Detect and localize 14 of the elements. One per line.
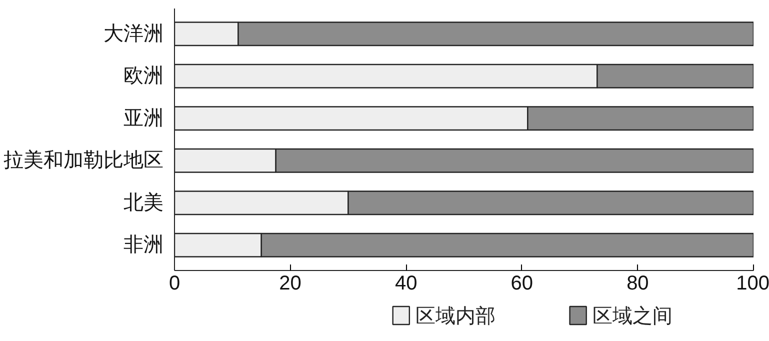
x-tick-label: 60	[510, 272, 534, 294]
legend-label: 区域之间	[592, 304, 672, 328]
y-tick-label: 北美	[124, 190, 164, 214]
y-tick-label: 拉美和加勒比地区	[4, 148, 164, 172]
x-tick-label: 40	[394, 272, 418, 294]
x-tick-label: 100	[736, 272, 769, 294]
y-tick-label: 亚洲	[124, 107, 164, 130]
x-tick-label: 0	[168, 272, 180, 294]
y-tick-label: 大洋洲	[104, 22, 164, 45]
x-tick-label: 80	[626, 272, 649, 294]
y-tick-label: 欧洲	[124, 65, 164, 88]
y-tick-label: 非洲	[124, 234, 164, 256]
x-tick-label: 20	[279, 272, 302, 294]
legend-label: 区域内部	[415, 304, 496, 328]
